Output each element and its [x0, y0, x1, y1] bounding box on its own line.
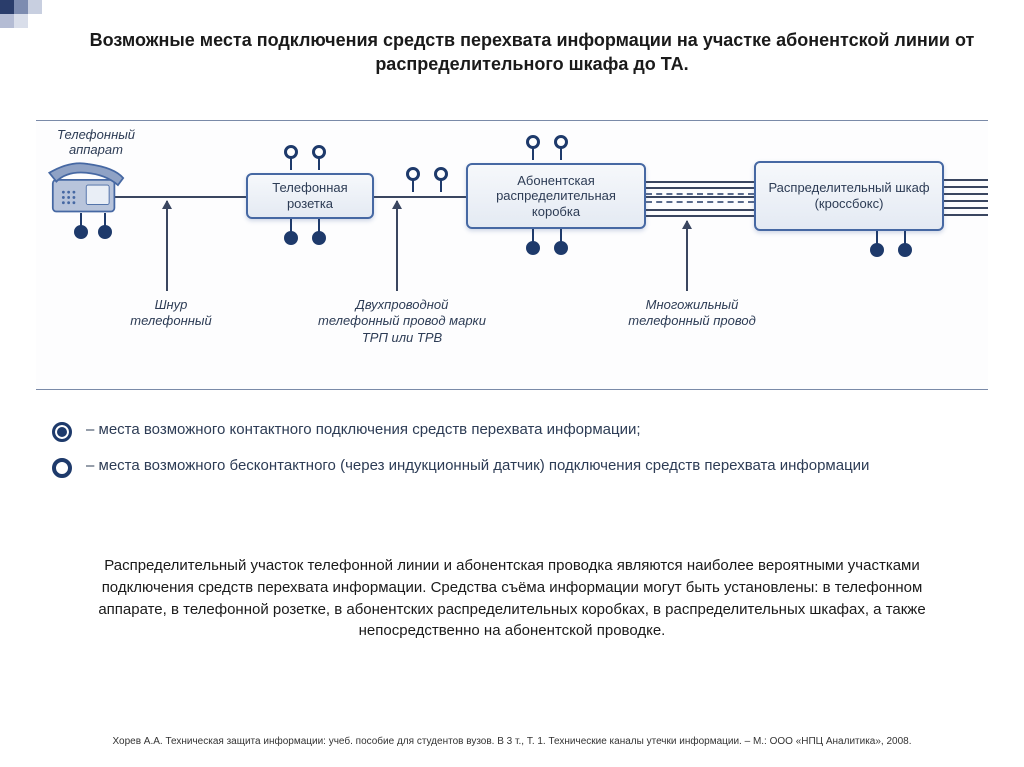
node-junction-box: Абонентская распределительная коробка	[466, 163, 646, 229]
tap-contact	[554, 241, 568, 255]
wire-multi	[646, 181, 754, 215]
diagram-area: Телефонный аппарат Телефонная розетка Аб…	[36, 120, 988, 390]
arrow-cord	[166, 201, 168, 291]
wire-trunk	[944, 179, 988, 217]
tap-contact	[284, 231, 298, 245]
tap-contact	[98, 225, 112, 239]
legend-icon-contact	[52, 422, 72, 442]
tap-noncontact	[526, 135, 540, 149]
arrow-multi	[686, 221, 688, 291]
tap-contact	[74, 225, 88, 239]
label-cord: Шнур телефонный	[116, 297, 226, 330]
tap-contact	[870, 243, 884, 257]
legend: – места возможного контактного подключен…	[52, 420, 972, 492]
citation: Хорев А.А. Техническая защита информации…	[0, 736, 1024, 747]
label-trp: Двухпроводной телефонный провод марки ТР…	[314, 297, 490, 346]
node-cabinet: Распределительный шкаф (кроссбокс)	[754, 161, 944, 231]
node-socket: Телефонная розетка	[246, 173, 374, 219]
arrow-trp	[396, 201, 398, 291]
legend-row-contact: – места возможного контактного подключен…	[52, 420, 972, 442]
summary-text: Распределительный участок телефонной лин…	[80, 555, 944, 642]
tap-contact	[898, 243, 912, 257]
label-multi: Многожильный телефонный провод	[604, 297, 780, 330]
tap-noncontact	[284, 145, 298, 159]
phone-label: Телефонный аппарат	[36, 127, 156, 157]
tap-contact	[312, 231, 326, 245]
corner-decoration	[0, 0, 60, 40]
legend-text-noncontact: – места возможного бесконтактного (через…	[86, 456, 869, 476]
tap-noncontact	[554, 135, 568, 149]
slide-title: Возможные места подключения средств пере…	[80, 28, 984, 77]
tap-noncontact	[406, 167, 420, 181]
tap-contact	[526, 241, 540, 255]
legend-text-contact: – места возможного контактного подключен…	[86, 420, 641, 440]
telephone-icon	[44, 155, 132, 217]
tap-noncontact	[312, 145, 326, 159]
tap-noncontact	[434, 167, 448, 181]
legend-icon-noncontact	[52, 458, 72, 478]
legend-row-noncontact: – места возможного бесконтактного (через…	[52, 456, 972, 478]
